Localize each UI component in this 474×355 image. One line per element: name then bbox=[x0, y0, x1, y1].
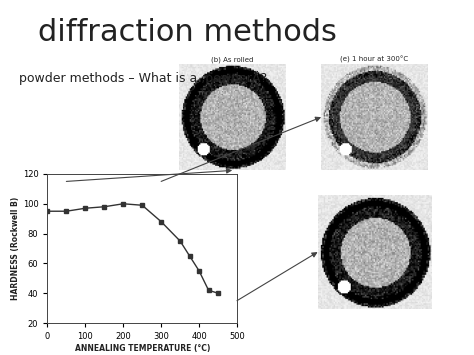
X-axis label: ANNEALING TEMPERATURE (°C): ANNEALING TEMPERATURE (°C) bbox=[74, 344, 210, 353]
Title: (e) 1 hour at 300°C: (e) 1 hour at 300°C bbox=[340, 55, 409, 62]
Text: powder methods – What is a ,powderÄ?: powder methods – What is a ,powderÄ? bbox=[19, 71, 267, 85]
Y-axis label: HARDNESS (Rockwell B): HARDNESS (Rockwell B) bbox=[11, 197, 20, 300]
Text: diffraction methods: diffraction methods bbox=[38, 18, 337, 47]
Title: (b) As rolled: (b) As rolled bbox=[211, 56, 254, 62]
